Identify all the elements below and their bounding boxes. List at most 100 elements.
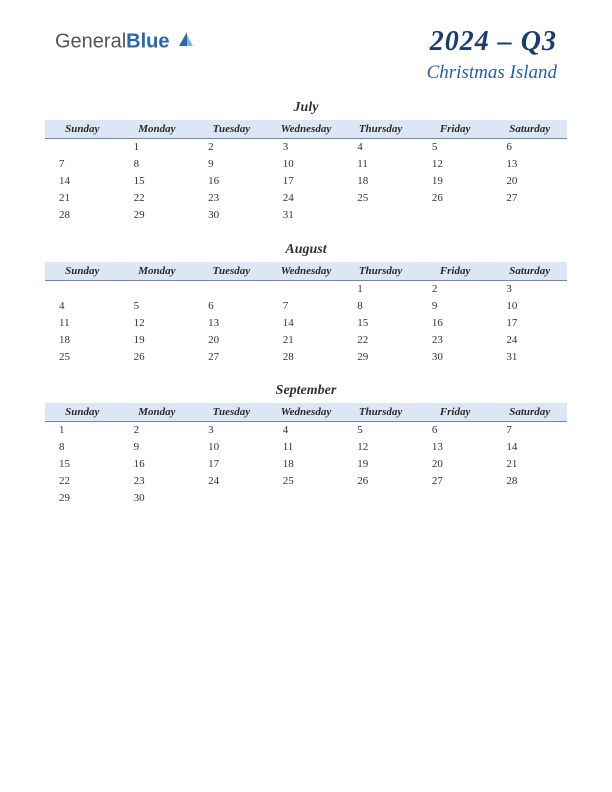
calendar-cell: 15	[120, 173, 195, 190]
calendar-cell: 24	[194, 473, 269, 490]
calendar-cell: 24	[492, 331, 567, 348]
calendar-row: 25262728293031	[45, 348, 567, 365]
calendar-row: 45678910	[45, 297, 567, 314]
calendar-cell: 2	[120, 422, 195, 439]
calendar-cell: 27	[418, 473, 493, 490]
calendar-cell: 25	[45, 348, 120, 365]
calendar-cell: 9	[120, 439, 195, 456]
calendar-cell: 31	[269, 207, 344, 224]
calendar-container: July SundayMondayTuesdayWednesdayThursday…	[45, 100, 567, 507]
calendar-cell: 22	[343, 331, 418, 348]
calendar-cell: 30	[418, 348, 493, 365]
calendar-cell: 21	[492, 456, 567, 473]
day-header: Thursday	[343, 403, 418, 422]
calendar-cell: 20	[418, 456, 493, 473]
calendar-row: 22232425262728	[45, 473, 567, 490]
calendar-cell: 30	[120, 490, 195, 507]
calendar-table: SundayMondayTuesdayWednesdayThursdayFrid…	[45, 403, 567, 507]
calendar-row: 891011121314	[45, 439, 567, 456]
calendar-cell: 29	[343, 348, 418, 365]
calendar-row: 28293031	[45, 207, 567, 224]
calendar-cell: 8	[45, 439, 120, 456]
day-header: Friday	[418, 120, 493, 139]
calendar-cell	[343, 490, 418, 507]
calendar-cell: 4	[45, 297, 120, 314]
day-header: Wednesday	[269, 262, 344, 281]
calendar-cell: 4	[343, 139, 418, 156]
calendar-cell	[120, 280, 195, 297]
calendar-cell: 29	[45, 490, 120, 507]
month-block: July SundayMondayTuesdayWednesdayThursday…	[45, 100, 567, 224]
logo-text-1: General	[55, 30, 126, 52]
calendar-cell: 17	[194, 456, 269, 473]
calendar-cell: 20	[194, 331, 269, 348]
calendar-row: 21222324252627	[45, 190, 567, 207]
calendar-cell: 18	[269, 456, 344, 473]
calendar-cell: 26	[120, 348, 195, 365]
calendar-cell: 3	[492, 280, 567, 297]
calendar-cell: 22	[45, 473, 120, 490]
calendar-cell: 17	[492, 314, 567, 331]
calendar-cell: 12	[120, 314, 195, 331]
calendar-cell: 25	[343, 190, 418, 207]
calendar-cell: 6	[194, 297, 269, 314]
calendar-cell: 16	[120, 456, 195, 473]
day-header: Sunday	[45, 120, 120, 139]
calendar-table: SundayMondayTuesdayWednesdayThursdayFrid…	[45, 120, 567, 224]
calendar-cell: 21	[45, 190, 120, 207]
calendar-row: 11121314151617	[45, 314, 567, 331]
calendar-cell: 15	[45, 456, 120, 473]
calendar-cell: 27	[194, 348, 269, 365]
calendar-cell: 3	[194, 422, 269, 439]
calendar-cell	[269, 490, 344, 507]
calendar-cell	[418, 490, 493, 507]
page-header: 2024 – Q3 Christmas Island	[427, 26, 557, 84]
calendar-cell: 14	[492, 439, 567, 456]
calendar-cell	[492, 207, 567, 224]
day-header: Saturday	[492, 120, 567, 139]
calendar-cell	[492, 490, 567, 507]
calendar-cell: 1	[45, 422, 120, 439]
calendar-cell: 19	[120, 331, 195, 348]
day-header: Wednesday	[269, 120, 344, 139]
calendar-cell: 7	[492, 422, 567, 439]
brand-logo: GeneralBlue	[55, 30, 195, 54]
subtitle-location: Christmas Island	[427, 62, 557, 84]
calendar-cell: 10	[269, 156, 344, 173]
title-year-quarter: 2024 – Q3	[427, 26, 557, 58]
calendar-cell	[194, 280, 269, 297]
calendar-cell: 26	[418, 190, 493, 207]
calendar-cell: 7	[45, 156, 120, 173]
calendar-cell: 28	[492, 473, 567, 490]
calendar-cell: 27	[492, 190, 567, 207]
calendar-cell: 26	[343, 473, 418, 490]
day-header: Tuesday	[194, 403, 269, 422]
calendar-cell: 14	[269, 314, 344, 331]
calendar-cell: 5	[343, 422, 418, 439]
calendar-cell: 1	[343, 280, 418, 297]
calendar-cell: 11	[343, 156, 418, 173]
calendar-cell: 10	[194, 439, 269, 456]
calendar-cell	[343, 207, 418, 224]
month-name: July	[45, 100, 567, 116]
day-header: Friday	[418, 262, 493, 281]
calendar-cell: 18	[343, 173, 418, 190]
calendar-row: 78910111213	[45, 156, 567, 173]
calendar-cell: 6	[418, 422, 493, 439]
calendar-cell: 9	[418, 297, 493, 314]
calendar-cell: 19	[343, 456, 418, 473]
calendar-cell: 19	[418, 173, 493, 190]
calendar-cell: 28	[269, 348, 344, 365]
day-header: Tuesday	[194, 262, 269, 281]
day-header: Sunday	[45, 403, 120, 422]
calendar-row: 15161718192021	[45, 456, 567, 473]
calendar-cell: 24	[269, 190, 344, 207]
calendar-cell: 8	[120, 156, 195, 173]
day-header: Friday	[418, 403, 493, 422]
calendar-cell: 10	[492, 297, 567, 314]
calendar-cell	[418, 207, 493, 224]
calendar-row: 1234567	[45, 422, 567, 439]
calendar-cell: 25	[269, 473, 344, 490]
calendar-cell: 20	[492, 173, 567, 190]
calendar-cell: 9	[194, 156, 269, 173]
